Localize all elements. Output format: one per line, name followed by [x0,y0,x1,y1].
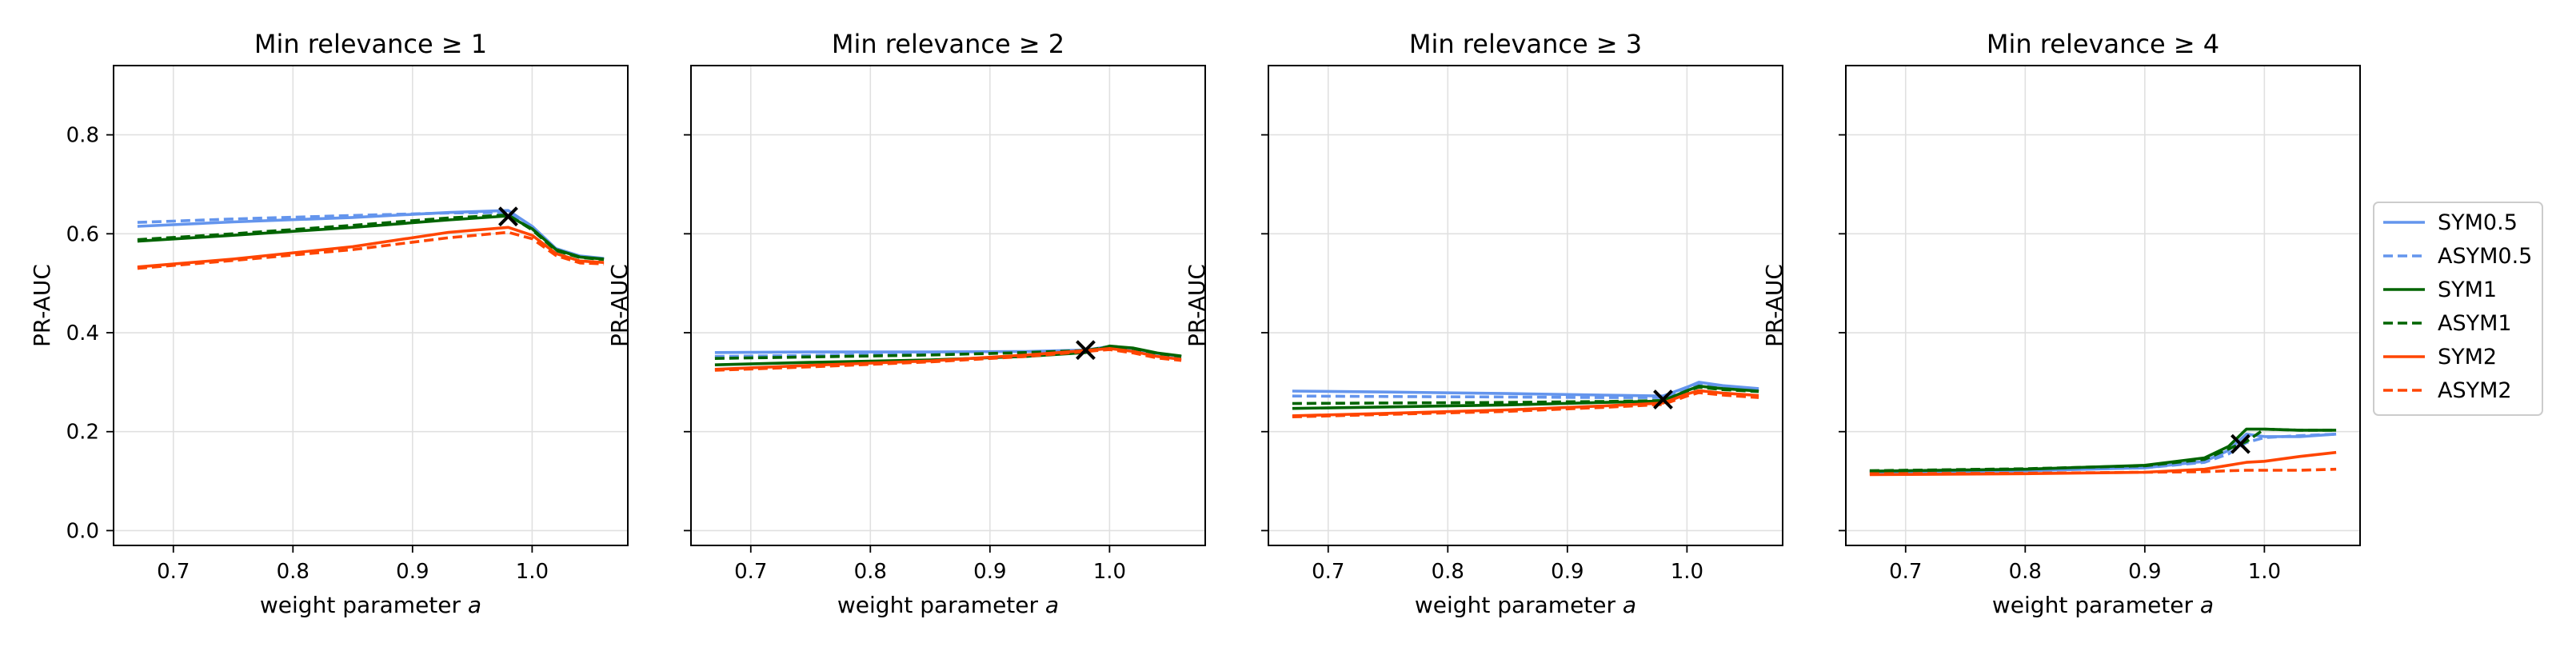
y-tick-label: 0.2 [66,421,99,445]
chart-panel-4: 0.7 0.8 0.9 1.0 Min relevance ≥ 4 weight para… [1761,29,2361,618]
y-axis-label: PR-AUC [1761,264,1787,347]
chart-title: Min relevance ≥ 4 [1987,29,2219,59]
legend-label: SYM0.5 [2438,210,2518,235]
x-axis-label: weight parameter a [1415,592,1636,618]
series-line-sym2 [137,226,605,269]
series-line-asym0-5 [1869,433,2337,473]
x-tick-label: 0.7 [1889,560,1922,584]
x-tick-label: 1.0 [1093,560,1126,584]
chart-title: Min relevance ≥ 3 [1409,29,1642,59]
legend: SYM0.5 ASYM0.5 SYM1 ASYM1 SYM2 ASYM2 [2373,202,2543,416]
series-line-asym1 [714,345,1182,360]
x-axis-label: weight parameter a [837,592,1059,618]
series-line-asym2 [1869,467,2337,476]
x-tick-label: 0.8 [2009,560,2042,584]
plot-frame [1845,65,2361,546]
x-tick-label: 0.9 [2128,560,2161,584]
y-axis-label: PR-AUC [606,264,633,347]
best-point-marker [2231,433,2251,454]
x-tick-label: 0.7 [1312,560,1344,584]
plot-frame [113,65,629,546]
y-tick-label: 0.0 [66,519,99,543]
y-axis-label: PR-AUC [1184,264,1210,347]
series-line-asym0-5 [1292,382,1759,399]
x-tick-label: 1.0 [516,560,549,584]
chart-title: Min relevance ≥ 1 [254,29,487,59]
series-line-asym1 [1869,427,2337,473]
x-tick-label: 0.8 [854,560,887,584]
y-tick-label: 0.4 [66,322,99,345]
x-tick-label: 0.9 [396,560,429,584]
chart-panel-1: 0.7 0.8 0.9 1.0 0.0 0.2 0.4 0.6 0.8 Min relevance… [29,29,629,618]
series-line-asym2 [1292,391,1759,418]
series-line-asym1 [137,213,605,262]
legend-item: SYM1 [2383,278,2497,302]
legend-item: ASYM1 [2383,311,2512,336]
series-line-asym2 [714,348,1182,372]
series-line-sym0-5 [1292,381,1759,398]
x-tick-label: 1.0 [2248,560,2281,584]
best-point-marker [498,206,518,227]
x-axis-label: weight parameter a [260,592,481,618]
chart-panel-3: 0.7 0.8 0.9 1.0 Min relevance ≥ 3 weight para… [1184,29,1783,618]
legend-label: ASYM0.5 [2438,244,2532,269]
legend-label: ASYM2 [2438,378,2512,403]
best-point-marker [1653,389,1673,409]
chart-title: Min relevance ≥ 2 [832,29,1064,59]
series-line-asym2 [137,230,605,270]
plot-frame [1268,65,1783,546]
x-tick-label: 0.8 [277,560,310,584]
legend-label: SYM2 [2438,345,2497,369]
plot-frame [690,65,1206,546]
series-line-sym0-5 [137,209,605,260]
series-line-asym1 [1292,385,1759,405]
legend-item: SYM0.5 [2383,210,2518,235]
x-tick-label: 0.9 [973,560,1006,584]
legend-label: ASYM1 [2438,311,2512,336]
y-tick-label: 0.8 [66,124,99,148]
x-tick-label: 0.8 [1432,560,1464,584]
legend-item: ASYM2 [2383,378,2512,403]
x-axis-label: weight parameter a [1992,592,2214,618]
legend-item: ASYM0.5 [2383,244,2532,269]
y-axis-label: PR-AUC [29,264,55,347]
legend-label: SYM1 [2438,278,2497,302]
x-tick-label: 1.0 [1671,560,1703,584]
x-tick-label: 0.7 [157,560,190,584]
best-point-marker [1076,340,1096,361]
x-tick-label: 0.9 [1551,560,1584,584]
chart-panel-2: 0.7 0.8 0.9 1.0 Min relevance ≥ 2 weight para… [606,29,1206,618]
y-tick-label: 0.6 [66,222,99,246]
legend-item: SYM2 [2383,345,2497,369]
x-tick-label: 0.7 [734,560,767,584]
